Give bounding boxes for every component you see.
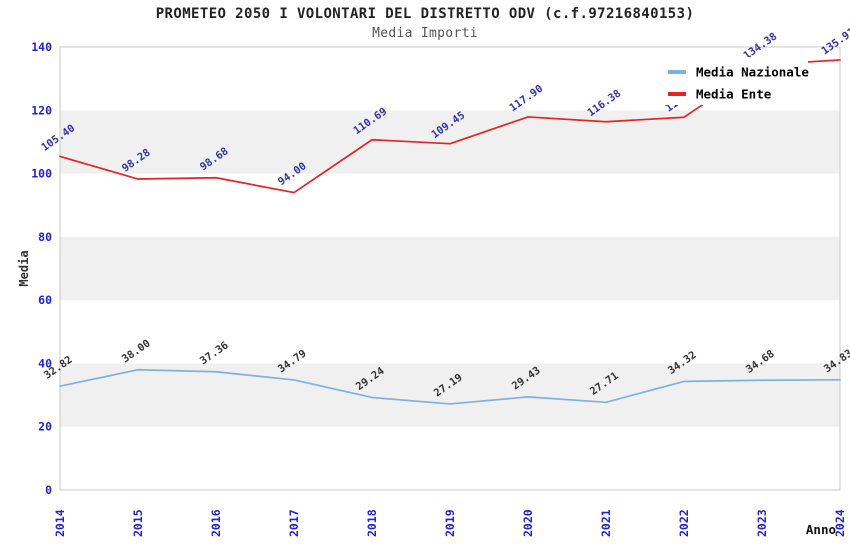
legend-label-media-ente: Media Ente [696, 87, 772, 102]
x-tick-label: 2017 [287, 509, 301, 537]
grid-band [60, 236, 840, 301]
x-tick-label: 2022 [677, 509, 691, 537]
grid-band [60, 426, 840, 490]
legend-label-media-nazionale: Media Nazionale [696, 65, 809, 80]
y-tick-label: 0 [45, 483, 52, 497]
y-tick-label: 100 [31, 167, 52, 181]
x-tick-label: 2023 [755, 509, 769, 537]
x-tick-label: 2020 [521, 509, 535, 537]
x-tick-label: 2021 [599, 509, 613, 537]
grid-band [60, 110, 840, 174]
series-line-media-nazionale [59, 368, 841, 405]
grid-band [60, 363, 840, 427]
x-tick-label: 2014 [53, 509, 67, 537]
grid-band [60, 300, 840, 364]
legend [650, 57, 808, 105]
y-tick-label: 140 [31, 40, 52, 54]
y-tick-label: 40 [38, 356, 52, 370]
x-tick-label: 2024 [833, 509, 847, 537]
x-tick-label: 2015 [131, 509, 145, 537]
y-tick-label: 80 [38, 230, 52, 244]
y-tick-label: 60 [38, 293, 52, 307]
chart-subtitle: Media Importi [372, 26, 478, 41]
grid-band [60, 173, 840, 237]
y-tick-label: 120 [31, 103, 52, 117]
x-axis-title: Anno [806, 522, 836, 537]
plot-border [59, 46, 841, 491]
x-tick-label: 2018 [365, 509, 379, 537]
x-tick-label: 2016 [209, 509, 223, 537]
y-axis-title: Media [17, 250, 31, 286]
chart-title: PROMETEO 2050 I VOLONTARI DEL DISTRETTO … [155, 6, 695, 22]
y-tick-label: 20 [38, 420, 52, 434]
x-tick-label: 2019 [443, 509, 457, 537]
